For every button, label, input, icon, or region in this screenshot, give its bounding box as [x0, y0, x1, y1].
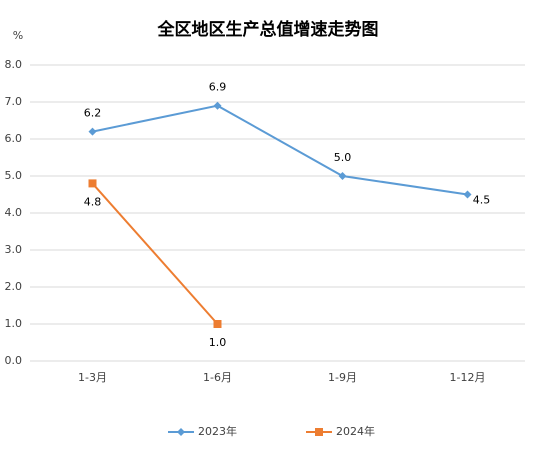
marker — [338, 172, 347, 180]
series-line — [91, 182, 219, 325]
marker — [213, 101, 222, 110]
data-label: 4.5 — [473, 194, 491, 207]
data-label: 4.8 — [84, 195, 102, 208]
y-tick-label: 5.0 — [5, 169, 23, 182]
y-tick-label: 4.0 — [5, 206, 23, 219]
x-tick-label: 1-3月 — [78, 371, 107, 384]
chart-title: 全区地区生产总值增速走势图 — [157, 19, 379, 40]
y-tick-label: 3.0 — [5, 243, 23, 256]
legend-marker — [315, 428, 323, 436]
y-tick-label: 7.0 — [5, 95, 23, 108]
marker — [88, 127, 97, 136]
y-tick-label: 0.0 — [5, 354, 23, 367]
marker — [213, 320, 222, 328]
legend-label: 2024年 — [336, 424, 375, 438]
x-tick-label: 1-6月 — [203, 371, 232, 384]
series-line — [92, 104, 468, 196]
data-label: 6.9 — [209, 81, 227, 94]
data-label: 5.0 — [334, 151, 352, 164]
y-tick-label: 2.0 — [5, 280, 23, 293]
x-tick-label: 1-9月 — [328, 371, 357, 384]
legend-label: 2023年 — [198, 424, 237, 438]
y-tick-label: 8.0 — [5, 58, 23, 71]
data-label: 1.0 — [209, 336, 227, 349]
marker — [463, 190, 472, 199]
y-tick-label: 1.0 — [5, 317, 23, 330]
y-tick-label: 6.0 — [5, 132, 23, 145]
x-tick-label: 1-12月 — [450, 371, 486, 384]
data-label: 6.2 — [84, 107, 102, 120]
y-unit: % — [13, 29, 23, 42]
legend-marker — [177, 428, 185, 436]
marker — [88, 179, 97, 188]
